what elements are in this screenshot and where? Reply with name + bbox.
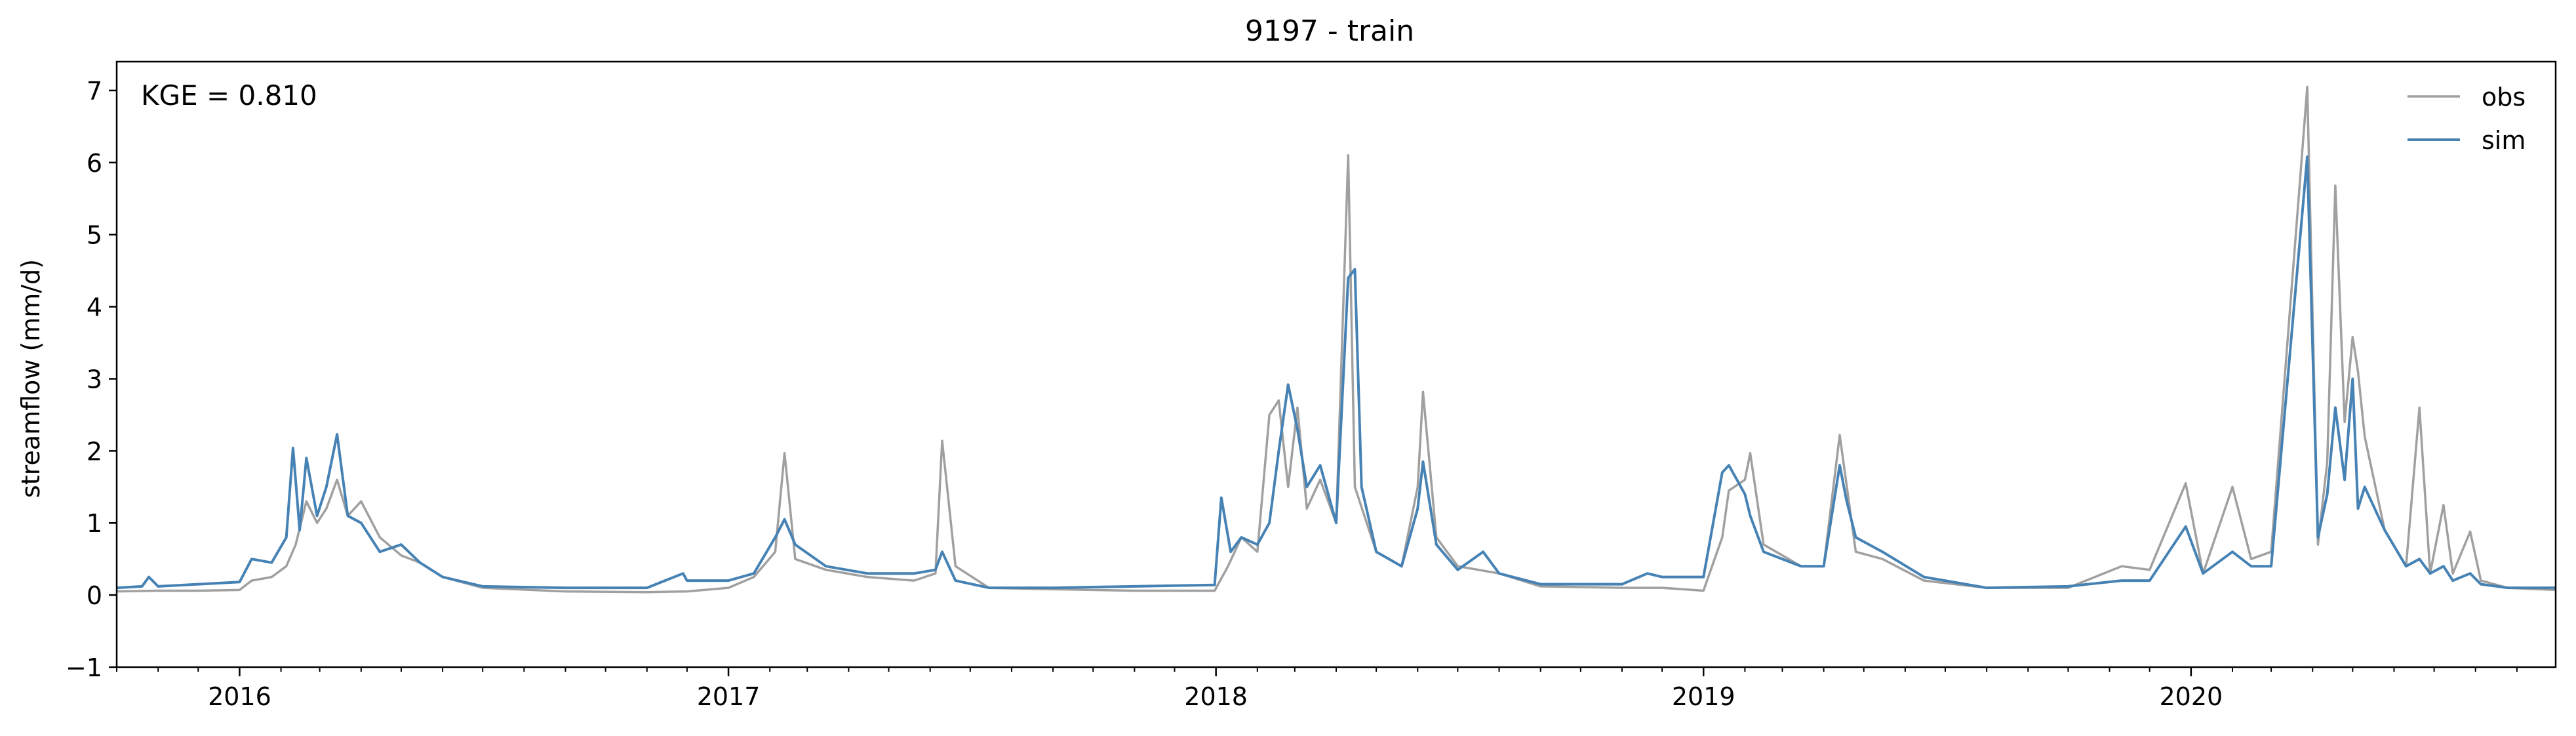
plot-area: −1 0 1 2 3 4 5 6 7 2016 2017 2018 2019 2020 obs sim [66, 60, 2557, 711]
y-tick-label: 5 [87, 221, 102, 250]
y-tick-label: 7 [87, 77, 102, 106]
x-tick-label: 2017 [697, 682, 761, 711]
y-tick-label: 4 [87, 293, 102, 322]
y-tick-label: 1 [87, 509, 102, 538]
x-tick-label: 2018 [1184, 682, 1248, 711]
series-line-sim [116, 155, 2556, 590]
legend-label-sim: sim [2482, 126, 2526, 155]
y-tick-label: −1 [66, 653, 102, 682]
y-tick-label: 0 [87, 581, 102, 610]
chart-title: 9197 - train [1245, 14, 1414, 48]
y-tick-label: 6 [87, 149, 102, 178]
x-tick-label: 2016 [208, 682, 271, 711]
x-tick-label: 2020 [2159, 682, 2223, 711]
y-axis-label: streamflow (mm/d) [16, 259, 45, 498]
y-tick-label: 2 [87, 437, 102, 466]
legend-label-obs: obs [2482, 83, 2526, 112]
x-tick-label: 2019 [1672, 682, 1735, 711]
axes-frame [115, 60, 2557, 668]
y-tick-label: 3 [87, 365, 102, 394]
kge-annotation: KGE = 0.810 [141, 79, 317, 112]
